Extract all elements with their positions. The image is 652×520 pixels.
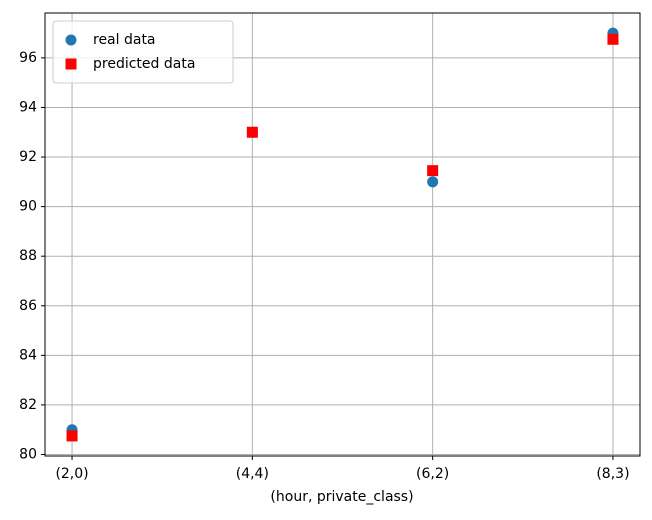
x-axis-label: (hour, private_class) [270, 489, 413, 505]
point [246, 126, 258, 138]
legend-marker [65, 58, 77, 70]
legend-label: predicted data [93, 56, 195, 72]
point [607, 33, 619, 45]
y-tick-label: 88 [19, 248, 37, 264]
y-tick-label: 84 [19, 347, 37, 363]
legend-label: real data [93, 32, 156, 48]
x-tick-label: (4,4) [236, 466, 269, 482]
y-tick-label: 80 [19, 447, 37, 463]
legend-box [52, 20, 234, 84]
x-tick-label: (2,0) [55, 466, 88, 482]
legend-marker [65, 34, 77, 46]
point [427, 176, 439, 188]
plot-frame [44, 12, 641, 457]
y-tick-label: 94 [19, 99, 37, 115]
y-tick-label: 86 [19, 298, 37, 314]
x-tick-label: (8,3) [596, 466, 629, 482]
y-tick-label: 92 [19, 149, 37, 165]
x-tick-label: (6,2) [416, 466, 449, 482]
y-tick-label: 90 [19, 199, 37, 215]
y-tick-label: 82 [19, 397, 37, 413]
y-tick-label: 96 [19, 50, 37, 66]
point [427, 165, 439, 177]
point [66, 430, 78, 442]
